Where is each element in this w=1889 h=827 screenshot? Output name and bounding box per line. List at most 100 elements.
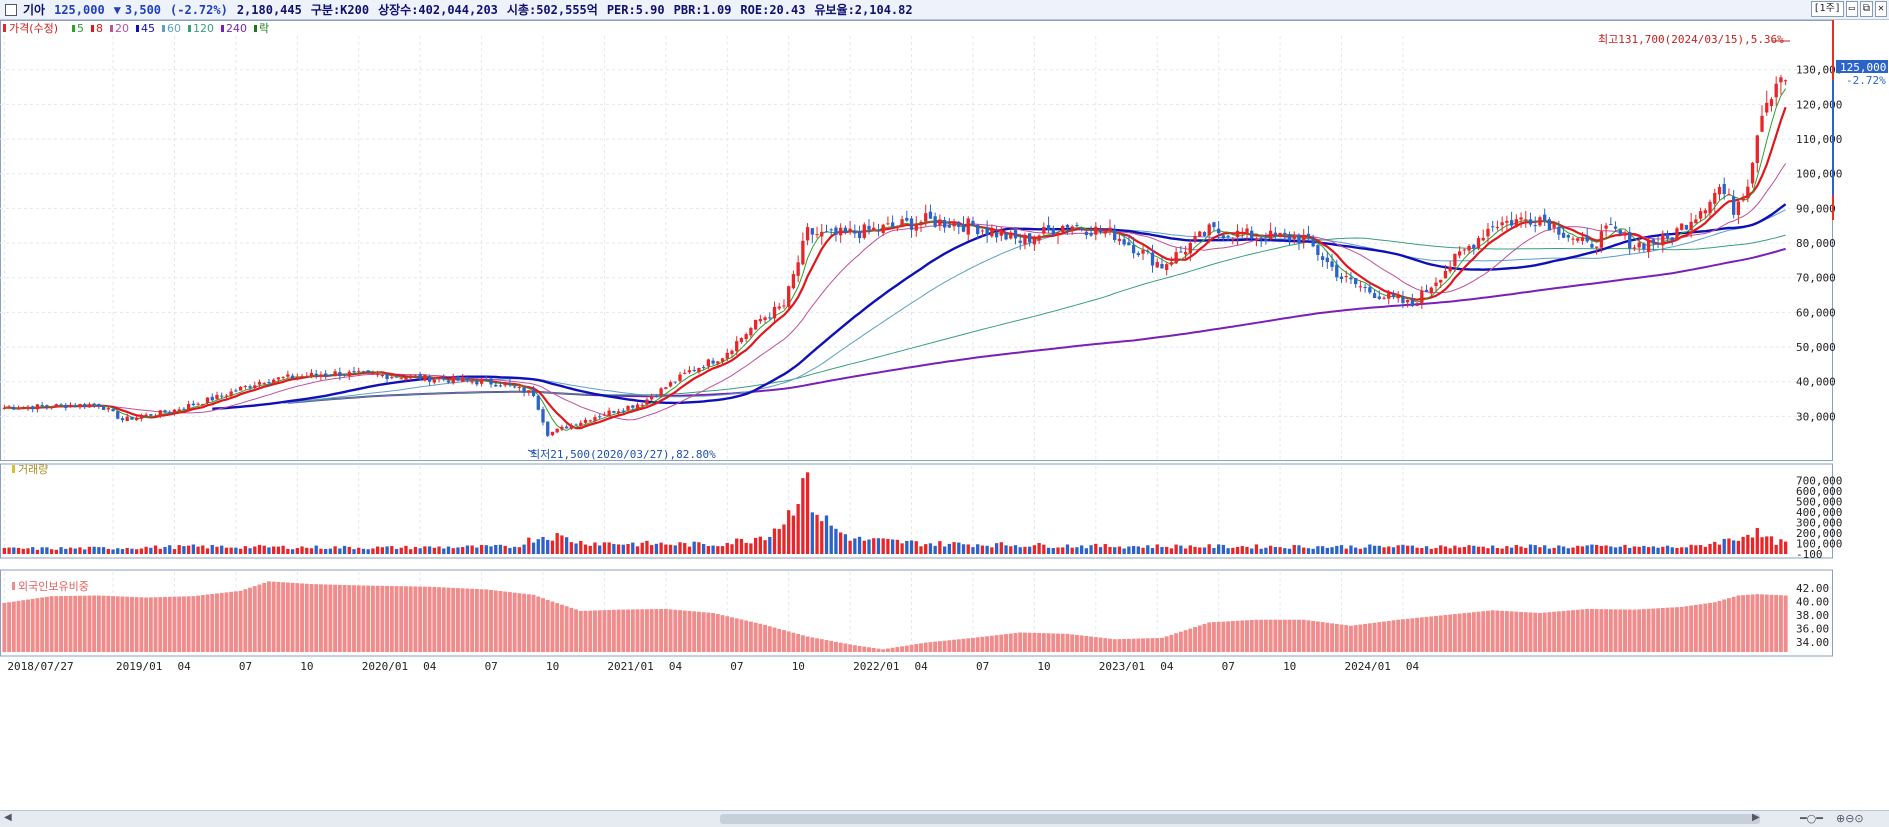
volume-bar [390, 546, 394, 554]
volume-bar [1585, 545, 1589, 554]
candle-body [1500, 222, 1504, 226]
volume-bar [1755, 527, 1759, 554]
candle-body [697, 367, 701, 373]
foreign-ratio-bar [559, 604, 564, 652]
foreign-ratio-bar [1443, 615, 1448, 652]
candle-body [815, 234, 819, 236]
foreign-ratio-bar [923, 642, 928, 652]
volume-bar [862, 540, 866, 554]
candle-body [1311, 238, 1315, 247]
candle-body [1165, 264, 1169, 271]
foreign-ratio-bar [1268, 619, 1273, 652]
candle-body [470, 381, 474, 383]
price-tick-label: 40,000 [1796, 376, 1836, 389]
legend-marker [254, 25, 257, 32]
foreign-ratio-bar [989, 635, 994, 652]
volume-bar [87, 546, 92, 554]
volume-bar [536, 539, 540, 554]
foreign-ratio-bar [1041, 633, 1046, 652]
scroll-right-icon[interactable]: ▶ [1752, 812, 1760, 823]
volume-bar [574, 543, 578, 554]
candle-body [635, 404, 640, 409]
volume-bar [720, 546, 725, 554]
volume-bar [820, 521, 824, 554]
candle-body [1146, 250, 1150, 252]
volume-bar [791, 515, 796, 554]
volume-bar [158, 548, 162, 554]
candle-body [598, 416, 602, 418]
stock-name[interactable]: 기아 [23, 3, 46, 17]
scroll-left-icon[interactable]: ◀ [4, 812, 12, 823]
zoom-icons[interactable]: ⊕⊖⊙ [1836, 812, 1864, 825]
volume-bar [409, 549, 413, 554]
foreign-ratio-bar [1117, 639, 1122, 652]
candle-body [1070, 226, 1074, 231]
foreign-ratio-bar [1500, 610, 1505, 652]
foreign-ratio-bar [1112, 639, 1117, 652]
restore-icon[interactable]: ⧉ [1859, 1, 1873, 17]
volume-bar [512, 546, 517, 554]
foreign-ratio-bar [163, 596, 167, 652]
stock-chart[interactable]: 30,000 40,000 50,000 60,000 70,000 80,000 90,0… [0, 20, 1889, 810]
candle-body [1713, 192, 1717, 204]
foreign-ratio-bar [1226, 621, 1231, 652]
period-button[interactable]: [1주] [1810, 1, 1844, 17]
foreign-ratio-bar [1533, 612, 1538, 652]
foreign-ratio-bar [900, 646, 905, 652]
foreign-ratio-bar [1656, 608, 1661, 652]
volume-bar [1061, 547, 1065, 554]
foreign-ratio-bar [1306, 620, 1311, 652]
foreign-ratio-bar [739, 619, 744, 652]
foreign-ratio-bar [1613, 609, 1618, 652]
volume-bar [12, 547, 16, 554]
candle-body [1037, 235, 1041, 241]
candle-body [54, 404, 58, 407]
foreign-ratio-bar [876, 648, 881, 652]
close-icon[interactable]: ✕ [1874, 1, 1887, 17]
volume-bar [375, 546, 380, 554]
date-tick-label: 07 [239, 660, 252, 673]
foreign-ratio-bar [1689, 605, 1694, 652]
price-tick-label: 90,000 [1796, 202, 1836, 215]
foreign-tick-label: 40.00 [1796, 596, 1829, 609]
volume-bar [1727, 538, 1731, 554]
volume-bar [1462, 547, 1467, 554]
foreign-ratio-bar [578, 610, 583, 652]
candle-body [1344, 276, 1348, 278]
candle-body [583, 419, 588, 423]
volume-bar [867, 539, 871, 554]
volume-bar [404, 545, 408, 554]
candle-body [1467, 245, 1471, 251]
candle-body [1287, 234, 1292, 241]
foreign-ratio-bar [404, 586, 408, 652]
candle-body [1613, 226, 1618, 229]
candle-body [1514, 219, 1518, 227]
volume-bar [1538, 547, 1542, 554]
volume-bar [338, 548, 342, 554]
foreign-ratio-bar [498, 591, 503, 652]
scrollbar-thumb[interactable] [720, 814, 1760, 824]
volume-bar [1642, 545, 1646, 554]
volume-bar [1113, 547, 1117, 554]
candle-body [796, 262, 800, 276]
volume-bar [168, 545, 172, 554]
foreign-tick-label: 38.00 [1796, 609, 1829, 622]
foreign-ratio-bar [1660, 608, 1665, 652]
foreign-ratio-bar [904, 645, 909, 652]
volume-tick-label: 300,000 [1796, 516, 1842, 529]
candle-body [120, 418, 125, 421]
minimize-icon[interactable]: ▭ [1845, 1, 1858, 17]
horizontal-scrollbar[interactable]: ◀ ▶ ━○━ ⊕⊖⊙ [0, 810, 1889, 827]
candle-body [234, 390, 238, 392]
candle-body [1051, 228, 1055, 236]
zoom-slider-icon[interactable]: ━○━ [1800, 812, 1823, 825]
volume-bar [229, 547, 233, 554]
volume-bar [805, 472, 810, 554]
foreign-ratio-bar [1089, 636, 1094, 652]
candle-body [947, 225, 951, 228]
foreign-ratio-bar [1334, 623, 1339, 652]
candle-body [1528, 219, 1533, 225]
volume-bar [1146, 545, 1150, 554]
candle-body [564, 426, 569, 429]
foreign-ratio-bar [1273, 619, 1278, 652]
